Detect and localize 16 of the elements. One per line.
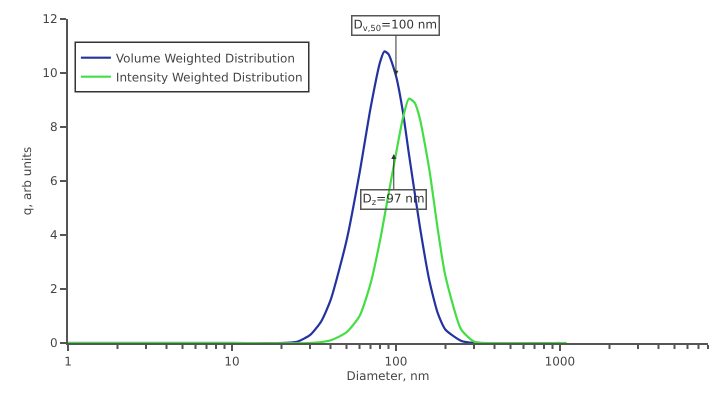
y-tick-label: 10 — [42, 66, 58, 80]
y-tick-label: 0 — [50, 336, 58, 350]
y-tick-label: 4 — [50, 228, 58, 242]
legend-label: Volume Weighted Distribution — [116, 51, 295, 66]
y-tick-label: 12 — [42, 12, 58, 26]
y-tick-label: 8 — [50, 120, 58, 134]
x-axis-title: Diameter, nm — [346, 368, 430, 383]
x-tick-label: 1000 — [544, 354, 576, 368]
legend-label: Intensity Weighted Distribution — [116, 70, 303, 84]
y-axis-title: q, arb units — [20, 146, 34, 216]
y-tick-label: 2 — [50, 282, 58, 296]
x-tick-label: 100 — [384, 354, 408, 368]
y-tick-label: 6 — [50, 174, 58, 188]
x-tick-label: 1 — [64, 354, 72, 368]
x-tick-label: 10 — [224, 354, 240, 368]
annotation: D$_{v,50}$=100 nm — [354, 18, 438, 34]
